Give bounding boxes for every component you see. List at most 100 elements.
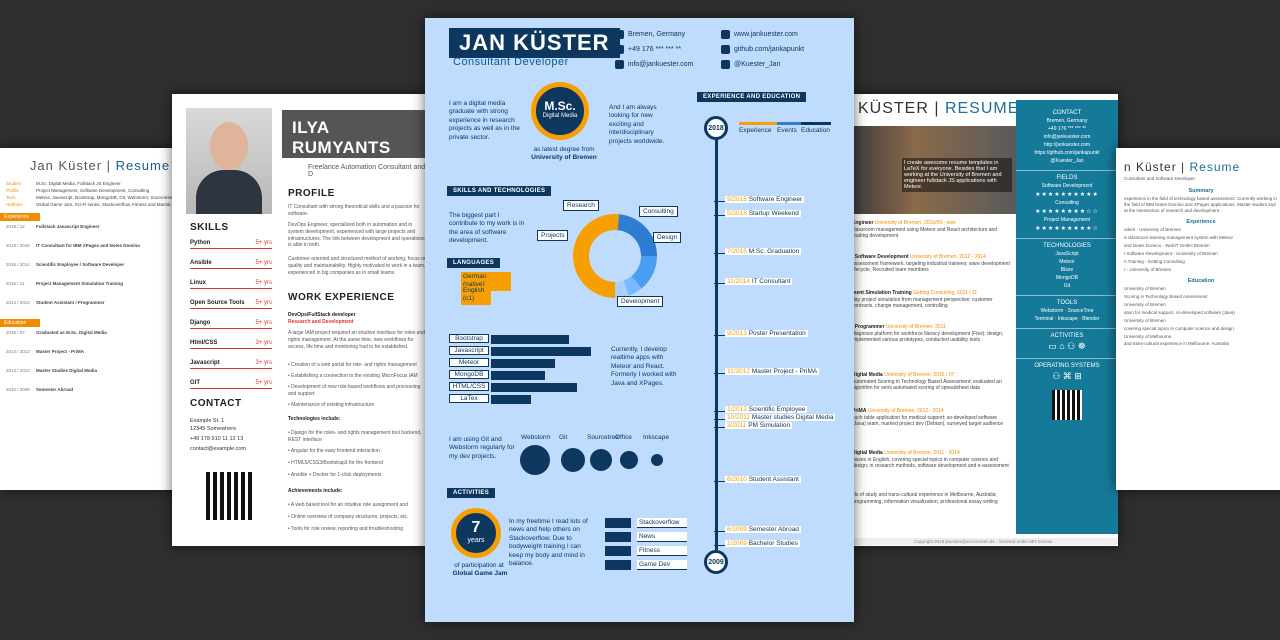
list-item: 2014 / 2012 Student Assistant / Programme… bbox=[6, 300, 105, 305]
resume-subtitle: Freelance Automation Consultant and D bbox=[308, 164, 426, 178]
fields-heading: FIELDS bbox=[1016, 170, 1118, 181]
work-heading: WORK EXPERIENCE bbox=[288, 292, 395, 303]
timeline-tick bbox=[714, 411, 725, 412]
list-item: ment Simulation Training Getting Consult… bbox=[852, 290, 993, 309]
timeline-title: IT Consultant bbox=[751, 278, 791, 285]
timeline-tick bbox=[714, 481, 725, 482]
section-header-experience: Experience bbox=[0, 213, 40, 221]
timeline-date: 3/2011 bbox=[727, 422, 747, 429]
list-item: 2010 / 2009 Semester Abroad bbox=[6, 387, 74, 392]
contact-twitter: @Kuester_Jan bbox=[721, 60, 780, 69]
section-header-education: Education bbox=[0, 319, 40, 327]
skill-row: GIT 5+ yrs bbox=[190, 380, 272, 389]
tech-item: JavaScript bbox=[1055, 251, 1079, 257]
timeline-event: 11/2014 IT Consultant bbox=[725, 278, 793, 285]
contact-web: www.jankuester.com bbox=[721, 30, 798, 39]
timeline-title: Master studies Digital Media bbox=[751, 414, 834, 421]
degree-university: University of Bremen bbox=[531, 154, 597, 161]
list-item: 2016 / 2014 Scientific Employee / Softwar… bbox=[6, 262, 125, 267]
list-item: • Development of new role-based workflow… bbox=[288, 384, 421, 397]
timeline-event: 6/2009 Semester Abroad bbox=[725, 526, 801, 533]
summary-heading: Summary bbox=[1188, 187, 1214, 194]
list-item: 2014 / 2012 Master Studies Digital Media bbox=[6, 368, 98, 373]
contact-location: Bremen, Germany bbox=[615, 30, 685, 39]
legend-swatch-experience bbox=[739, 122, 777, 125]
timeline-tick bbox=[714, 373, 725, 374]
contact-email: info@jankuester.com bbox=[615, 60, 693, 69]
tech-item: Git bbox=[1063, 283, 1071, 289]
timeline-date: 1/2009 bbox=[727, 540, 747, 547]
intro-text: I am a digital media graduate with stron… bbox=[449, 100, 520, 141]
list-item: 2016 / 07 Graduated as M.Sc. Digital Medi… bbox=[6, 330, 107, 335]
skills-heading: SKILLS bbox=[190, 222, 229, 233]
timeline-tick bbox=[714, 201, 725, 202]
sidebar: CONTACT Bremen, Germany +49 176 *** *** … bbox=[1016, 100, 1118, 534]
degree-badge: M.Sc. Digital Media bbox=[531, 82, 589, 140]
tech-bar bbox=[491, 371, 545, 380]
timeline-title: Startup Weekend bbox=[748, 210, 799, 217]
list-item: ation for medical support, co-developed … bbox=[1124, 309, 1235, 315]
tech-text: Currently, I develop realtime apps with … bbox=[611, 346, 677, 387]
activity-bar bbox=[605, 546, 631, 556]
photo-body bbox=[196, 170, 262, 214]
list-item: Hobbies Global Game Jam, Sci-Fi series, S… bbox=[6, 202, 180, 207]
contact-heading: CONTACT bbox=[190, 398, 242, 409]
timeline-title: Semester Abroad bbox=[748, 526, 799, 533]
tech-bar-label: Bootstrap bbox=[449, 334, 489, 343]
contact-item: @Kuester_Jan bbox=[1050, 158, 1084, 164]
tech-bar bbox=[491, 383, 577, 392]
timeline-date: 9/2018 bbox=[727, 196, 747, 203]
donut-label-development: Development bbox=[617, 296, 664, 307]
list-item: a classroom learning management system w… bbox=[1124, 235, 1234, 241]
degree-note: as latest degree from bbox=[533, 146, 595, 153]
resume-title: KÜSTER | RESUME bbox=[858, 100, 1020, 117]
resume-preview-main: JAN KÜSTER Consultant Developer Bremen, … bbox=[425, 18, 854, 622]
tool-circle bbox=[561, 448, 585, 472]
legend-experience: Experience bbox=[739, 127, 772, 134]
donut-segment-design bbox=[573, 214, 657, 298]
contact-github: github.com/jankapunkt bbox=[721, 45, 804, 54]
os-heading: OPERATING SYSTEMS bbox=[1016, 358, 1118, 369]
phone-icon bbox=[615, 45, 624, 54]
activity-news: News bbox=[637, 532, 687, 542]
activity-gamedev: Game Dev bbox=[637, 560, 687, 570]
resume-role: Consultant Developer bbox=[453, 56, 569, 68]
skills-donut-chart bbox=[573, 214, 657, 298]
technologies-heading: TECHNOLOGIES bbox=[1016, 238, 1118, 249]
timeline-date: 9/2013 bbox=[727, 330, 747, 337]
job-description: A large IAM project required an intuitiv… bbox=[288, 330, 426, 350]
profile-text: DevOps Engineer, specialized both in aut… bbox=[288, 222, 425, 249]
os-icons: ⚇ ⌘ ⊞ bbox=[1052, 371, 1082, 381]
profile-photo bbox=[186, 108, 272, 214]
contact-item: https://github.com/jankapunkt bbox=[1034, 150, 1100, 156]
timeline-event: 6/2010 Student Assistant bbox=[725, 476, 801, 483]
skill-row: Open Source Tools 5+ yrs bbox=[190, 300, 272, 309]
languages-heading: LANGUAGES bbox=[447, 258, 501, 268]
contact-street: Example St. 1 bbox=[190, 418, 225, 424]
timeline-title: Poster Presentation bbox=[748, 330, 806, 337]
resume-preview-left: Jan Küster | Resume Studies M.Sc. Digital… bbox=[0, 148, 200, 490]
tech-bar-label: HTML/CSS bbox=[449, 382, 489, 391]
tools-heading: TOOLS bbox=[1016, 295, 1118, 306]
skill-row: Javascript 3+ yrs bbox=[190, 360, 272, 369]
timeline-title: Student Assistant bbox=[748, 476, 799, 483]
list-item: Profile Project Management, Software Deve… bbox=[6, 188, 150, 193]
list-item: University of Bremen bbox=[1124, 317, 1166, 323]
timeline-line bbox=[715, 130, 718, 550]
contact-city: 12345 Somewhere bbox=[190, 426, 237, 432]
contact-email: contact@example.com bbox=[190, 446, 247, 452]
job-title: DevOps/FullStack developer bbox=[288, 312, 356, 318]
timeline-event: 9/2018 Software Engineer bbox=[725, 196, 805, 203]
timeline-event: 7/2015 M.Sc. Graduation bbox=[725, 248, 802, 255]
list-item: • Ansible + Docker for 1-click deploymen… bbox=[288, 472, 382, 478]
timeline-tick bbox=[714, 531, 725, 532]
activities-text: In my freetime I read lots of news and h… bbox=[509, 518, 588, 568]
list-item: PriMA University of Bremen, 2012 - 2014 s… bbox=[852, 408, 1004, 427]
twitter-icon bbox=[721, 60, 730, 69]
tech-bar-label: MongoDB bbox=[449, 370, 489, 379]
timeline-tick bbox=[714, 335, 725, 336]
globe-icon bbox=[721, 30, 730, 39]
tech-bar bbox=[491, 347, 591, 356]
list-item: • Maintenance of existing infrastructure bbox=[288, 402, 375, 408]
activities-heading: ACTIVITIES bbox=[447, 488, 496, 498]
